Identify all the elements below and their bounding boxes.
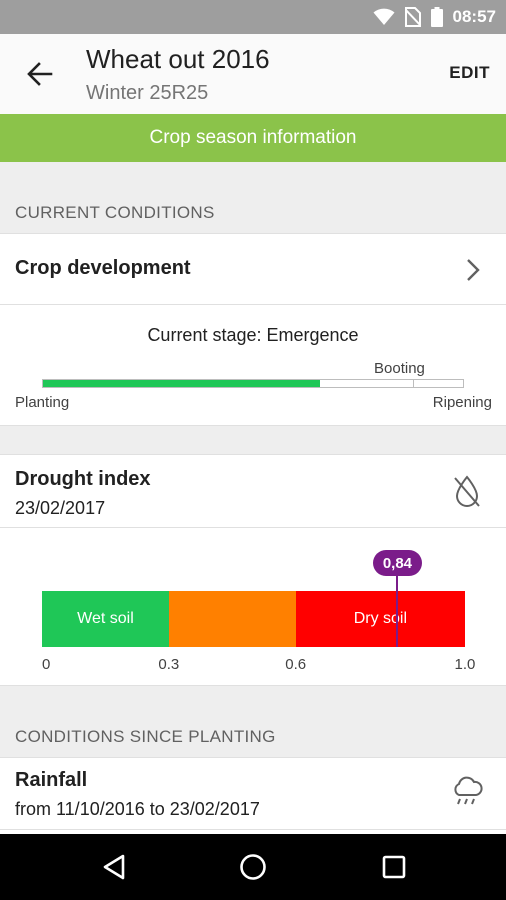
drought-axis-label: 0.6 <box>285 656 307 673</box>
divider <box>0 425 506 426</box>
page-title: Wheat out 2016 <box>86 44 270 74</box>
ripening-label: Ripening <box>432 394 492 411</box>
drought-segment: Dry soil <box>295 591 465 647</box>
circle-home-icon <box>240 854 266 880</box>
drought-value-badge: 0,84 <box>372 550 423 576</box>
crop-development-row[interactable] <box>0 234 506 304</box>
drought-scale-bar: Wet soil Dry soil <box>42 591 465 647</box>
app-bar: Wheat out 2016 Winter 25R25 EDIT <box>0 34 506 114</box>
rainfall-range: from 11/10/2016 to 23/02/2017 <box>15 799 260 819</box>
crop-progress-fill <box>43 380 321 387</box>
battery-icon <box>430 7 443 27</box>
page-subtitle: Winter 25R25 <box>86 82 209 104</box>
drought-segment <box>168 591 296 647</box>
crop-progress-track <box>42 379 464 388</box>
crop-season-banner-label: Crop season information <box>149 127 357 148</box>
nav-home-button[interactable] <box>233 847 273 887</box>
triangle-back-icon <box>103 854 125 880</box>
rain-cloud-icon <box>454 776 483 805</box>
current-stage-label: Current stage: Emergence <box>147 325 359 345</box>
drought-segment-label: Wet soil <box>77 610 134 627</box>
crop-development-title: Crop development <box>15 257 191 279</box>
drought-marker-line <box>396 573 399 647</box>
crop-season-banner[interactable]: Crop season information <box>0 114 506 162</box>
clock: 08:57 <box>452 7 496 26</box>
back-button[interactable] <box>22 56 58 92</box>
since-planting-header: CONDITIONS SINCE PLANTING <box>15 727 276 746</box>
water-drop-off-icon <box>454 475 480 507</box>
drought-axis-label: 0.3 <box>158 656 180 673</box>
divider <box>0 527 506 528</box>
drought-axis-label: 0 <box>42 656 51 673</box>
divider <box>0 829 506 830</box>
drought-segment: Wet soil <box>42 591 169 647</box>
no-sim-icon <box>404 7 421 27</box>
divider <box>0 454 506 455</box>
planting-label: Planting <box>15 394 70 411</box>
divider <box>0 233 506 234</box>
drought-axis-label: 1.0 <box>454 656 476 673</box>
milestone-tick <box>412 379 414 388</box>
nav-back-button[interactable] <box>94 847 134 887</box>
rainfall-title: Rainfall <box>15 769 88 791</box>
drought-segment-label: Dry soil <box>353 610 408 627</box>
square-recents-icon <box>382 855 406 879</box>
status-icons: 08:57 <box>373 0 496 34</box>
rainfall-card[interactable] <box>0 758 506 834</box>
drought-index-date: 23/02/2017 <box>15 498 106 518</box>
system-navigation-bar <box>0 834 506 900</box>
milestone-label: Booting <box>374 360 425 377</box>
wifi-icon <box>373 8 395 25</box>
divider <box>0 757 506 758</box>
status-bar: 08:57 <box>0 0 506 34</box>
divider <box>0 685 506 686</box>
edit-button[interactable]: EDIT <box>449 63 490 82</box>
divider <box>0 304 506 305</box>
arrow-back-icon <box>27 62 53 86</box>
current-conditions-header: CURRENT CONDITIONS <box>15 203 215 222</box>
nav-recents-button[interactable] <box>374 847 414 887</box>
chevron-right-icon[interactable] <box>466 258 480 282</box>
drought-index-title: Drought index <box>15 468 151 490</box>
